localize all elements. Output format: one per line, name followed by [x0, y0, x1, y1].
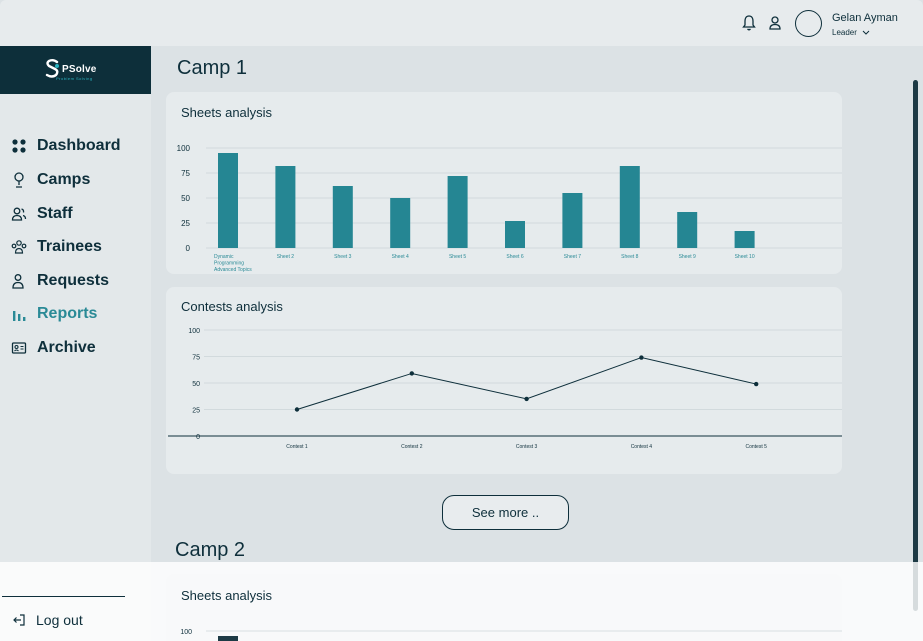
bar: [275, 166, 296, 248]
y-tick-label: 75: [181, 169, 190, 178]
bar: [505, 221, 525, 248]
sidebar: PSolve Problem Solving Dashboard Camps S…: [0, 46, 151, 641]
sheets-analysis-card: Sheets analysis 0 25 50 75 100 Dynamic Program…: [166, 92, 842, 274]
data-point: [754, 381, 759, 387]
bell-icon[interactable]: [741, 14, 757, 32]
x-tick-label: Sheet 5: [449, 254, 466, 260]
logo-text: PSolve: [62, 64, 97, 75]
user-role-dropdown[interactable]: Leader: [832, 28, 870, 37]
logo[interactable]: PSolve Problem Solving: [0, 46, 151, 94]
x-tick-label: Advanced Topics: [214, 267, 252, 273]
camp2-sheets-analysis-card: Sheets analysis 100: [166, 574, 842, 641]
sidebar-item-label: Trainees: [37, 238, 102, 255]
sidebar-item-reports[interactable]: Reports: [11, 303, 97, 325]
logout-button[interactable]: Log out: [12, 612, 83, 628]
camp1-title: Camp 1: [177, 57, 248, 79]
y-tick-label: 100: [188, 328, 200, 335]
dashboard-icon: [12, 139, 26, 153]
sidebar-item-archive[interactable]: Archive: [11, 337, 96, 359]
camps-icon: [14, 172, 24, 188]
requests-icon: [12, 274, 24, 289]
series-line: [296, 357, 757, 410]
bar: [447, 176, 468, 248]
sidebar-item-label: Camps: [37, 171, 91, 188]
camp2-sheets-bar-chart: 100: [180, 629, 842, 641]
sidebar-item-label: Reports: [37, 305, 98, 322]
sidebar-item-requests[interactable]: Requests: [11, 270, 109, 292]
sidebar-item-trainees[interactable]: Trainees: [11, 236, 102, 258]
data-point: [409, 371, 414, 376]
bar: [734, 231, 755, 248]
data-point: [524, 396, 529, 402]
avatar[interactable]: [795, 10, 822, 37]
archive-icon: [11, 342, 27, 354]
bar: [332, 186, 353, 248]
top-bar: Gelan Ayman Leader: [0, 0, 923, 46]
sidebar-item-staff[interactable]: Staff: [11, 203, 73, 225]
bar: [562, 193, 583, 248]
trainees-icon: [11, 240, 27, 254]
contests-line-chart: 0 25 50 75 100 Contest 1 Contest 2 Contest 3 Con…: [168, 328, 842, 450]
logout-label: Log out: [36, 612, 83, 628]
x-tick-label: Sheet 2: [277, 254, 294, 260]
card-title: Sheets analysis: [181, 105, 273, 120]
user-role-label: Leader: [832, 28, 857, 37]
y-tick-label: 25: [181, 219, 190, 228]
card-title: Sheets analysis: [181, 588, 273, 603]
camp2-title: Camp 2: [175, 539, 246, 561]
x-tick-label: Dynamic: [214, 254, 234, 260]
chevron-down-icon: [862, 31, 870, 36]
y-tick-label: 75: [192, 355, 200, 362]
logo-mark-icon: [45, 59, 59, 78]
sidebar-item-label: Archive: [37, 339, 96, 356]
user-icon[interactable]: [767, 14, 783, 32]
y-tick-label: 100: [177, 144, 191, 153]
staff-icon: [11, 207, 27, 221]
see-more-button[interactable]: See more ..: [442, 495, 569, 530]
x-tick-label: Sheet 7: [564, 254, 581, 260]
data-point: [294, 407, 300, 412]
bar: [218, 636, 238, 641]
sidebar-item-label: Requests: [37, 272, 110, 289]
sidebar-item-label: Dashboard: [37, 137, 121, 154]
sidebar-item-camps[interactable]: Camps: [11, 169, 90, 191]
x-tick-label: Contest 3: [516, 444, 538, 450]
y-tick-label: 100: [180, 629, 192, 636]
y-tick-label: 50: [192, 381, 200, 388]
data-point: [639, 355, 644, 360]
bar: [218, 153, 238, 248]
x-tick-label: Contest 2: [401, 444, 423, 450]
card-title: Contests analysis: [181, 299, 283, 314]
bar: [677, 212, 698, 248]
sidebar-item-dashboard[interactable]: Dashboard: [11, 135, 121, 157]
y-tick-label: 50: [181, 194, 190, 203]
x-tick-label: Contest 5: [745, 444, 767, 450]
contests-analysis-card: Contests analysis 0 25 50 75 100 Contest 1 Con…: [166, 287, 842, 474]
x-tick-label: Contest 1: [286, 444, 308, 450]
logo-subtitle: Problem Solving: [56, 76, 93, 81]
x-tick-label: Sheet 10: [735, 254, 755, 260]
x-tick-label: Sheet 8: [621, 254, 638, 260]
y-tick-label: 0: [186, 244, 191, 253]
y-tick-label: 0: [196, 434, 200, 441]
reports-icon: [13, 311, 26, 321]
x-tick-label: Sheet 6: [506, 254, 523, 260]
sidebar-divider: [2, 596, 125, 597]
sidebar-item-label: Staff: [37, 205, 73, 222]
x-tick-label: Sheet 9: [679, 254, 696, 260]
x-tick-label: Programming: [214, 261, 244, 267]
x-tick-label: Contest 4: [631, 444, 653, 450]
user-name: Gelan Ayman: [832, 12, 898, 24]
bar: [390, 198, 411, 248]
x-tick-label: Sheet 3: [334, 254, 351, 260]
y-tick-label: 25: [192, 408, 200, 415]
logout-icon: [13, 614, 25, 626]
scrollbar[interactable]: [913, 80, 918, 611]
bar: [619, 166, 640, 248]
x-tick-label: Sheet 4: [392, 254, 409, 260]
